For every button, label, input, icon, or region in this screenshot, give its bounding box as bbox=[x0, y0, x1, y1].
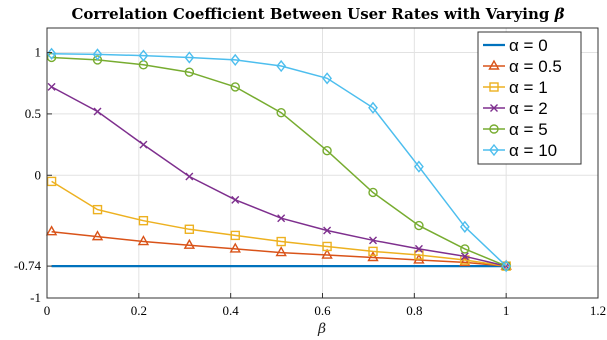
data-point bbox=[91, 230, 104, 241]
axis-ticks: 0 0.2 0.4 0.6 0.8 1 1.2 -1 -0.74 0 0.5 1 bbox=[14, 45, 606, 318]
x-tick-label: 0 bbox=[44, 303, 51, 318]
data-point bbox=[137, 235, 150, 246]
y-tick-label: 1 bbox=[35, 45, 42, 60]
data-point bbox=[501, 259, 512, 273]
data-point bbox=[93, 107, 102, 116]
data-point bbox=[47, 82, 56, 91]
data-point bbox=[139, 140, 148, 149]
data-point bbox=[46, 176, 57, 187]
x-tick-label: 0.4 bbox=[223, 303, 240, 318]
series-line bbox=[51, 180, 507, 267]
series-line bbox=[51, 56, 507, 267]
data-point bbox=[323, 226, 332, 235]
data-point bbox=[45, 225, 58, 236]
data-point bbox=[276, 236, 286, 247]
data-point bbox=[321, 248, 333, 259]
data-point bbox=[230, 230, 240, 241]
data-point bbox=[275, 246, 287, 257]
data-point bbox=[185, 172, 194, 181]
legend-box bbox=[477, 31, 582, 165]
data-point bbox=[92, 55, 103, 65]
data-point bbox=[138, 215, 149, 226]
data-point bbox=[414, 244, 423, 253]
legend-marker bbox=[489, 124, 499, 134]
data-point bbox=[92, 48, 103, 61]
data-point bbox=[276, 107, 286, 118]
legend-label: α = 0.5 bbox=[509, 57, 562, 76]
data-point bbox=[460, 244, 470, 254]
legend-label: α = 10 bbox=[509, 141, 557, 160]
data-point bbox=[183, 238, 196, 249]
y-tick-label: 0 bbox=[35, 167, 42, 182]
data-point bbox=[276, 59, 287, 73]
y-tick-label: -0.74 bbox=[14, 258, 42, 273]
legend-marker bbox=[489, 143, 499, 157]
series-line bbox=[51, 230, 507, 267]
legend: α = 0 α = 0.5 α = 1 α = 2 α = 5 α = 10 bbox=[477, 31, 582, 165]
data-point bbox=[231, 195, 240, 204]
data-point bbox=[46, 52, 57, 63]
legend-label: α = 0 bbox=[509, 36, 548, 55]
x-tick-label: 0.2 bbox=[131, 303, 147, 318]
data-point bbox=[277, 214, 286, 223]
data-point bbox=[92, 204, 103, 215]
x-tick-label: 1.2 bbox=[590, 303, 606, 318]
legend-label: α = 1 bbox=[509, 78, 548, 97]
data-point bbox=[368, 101, 378, 114]
data-point bbox=[459, 220, 470, 233]
x-axis-label: β bbox=[317, 321, 326, 337]
data-point bbox=[184, 51, 195, 64]
x-tick-label: 0.6 bbox=[314, 303, 331, 318]
data-point bbox=[414, 160, 424, 173]
data-point bbox=[184, 67, 195, 77]
legend-marker bbox=[490, 104, 498, 112]
chart-title: Correlation Coefficient Between User Rat… bbox=[71, 5, 564, 23]
plot-lines bbox=[45, 47, 512, 273]
data-point bbox=[460, 252, 469, 261]
data-point bbox=[367, 251, 379, 262]
data-point bbox=[414, 250, 424, 260]
data-point bbox=[414, 220, 424, 231]
y-tick-label: -1 bbox=[30, 290, 41, 305]
legend-label: α = 5 bbox=[509, 120, 548, 139]
y-tick-label: 0.5 bbox=[25, 106, 41, 121]
data-point bbox=[322, 146, 332, 156]
series-line bbox=[51, 53, 507, 267]
legend-marker bbox=[489, 82, 499, 92]
data-point bbox=[322, 72, 332, 85]
data-point bbox=[230, 53, 241, 67]
data-point bbox=[459, 255, 471, 267]
data-point bbox=[368, 246, 378, 257]
data-point bbox=[138, 49, 149, 62]
data-point bbox=[230, 82, 240, 92]
legend-marker bbox=[488, 59, 500, 70]
data-point bbox=[369, 236, 378, 245]
x-tick-label: 1 bbox=[503, 303, 510, 318]
legend-label: α = 2 bbox=[509, 99, 548, 118]
data-point bbox=[184, 224, 195, 234]
data-point bbox=[368, 187, 378, 198]
x-tick-label: 0.8 bbox=[406, 303, 422, 318]
data-point bbox=[322, 241, 332, 252]
data-point bbox=[229, 242, 241, 253]
